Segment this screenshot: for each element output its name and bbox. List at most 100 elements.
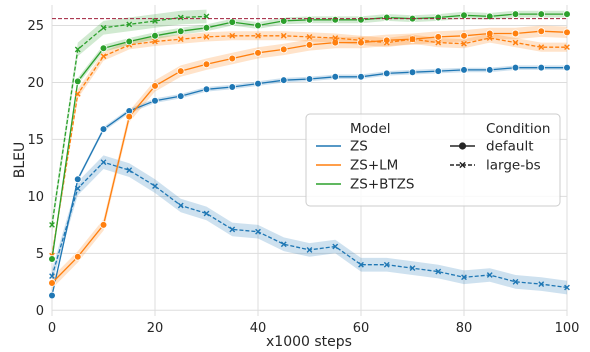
point-zs-btzs-default (151, 31, 159, 40)
point-zs-lm-default (537, 27, 546, 36)
point-zs-btzs-default (202, 23, 211, 32)
point-zs-lm-default (382, 36, 391, 45)
point-zs-lm-default (305, 41, 314, 49)
point-zs-lm-large-bs (461, 40, 467, 47)
point-zs-btzs-default (279, 17, 288, 25)
point-zs-lm-large-bs (538, 44, 545, 51)
point-zs-btzs-default (485, 12, 494, 21)
point-zs-default (460, 66, 468, 74)
point-zs-btzs-default (511, 10, 520, 18)
point-zs-default (485, 66, 494, 74)
point-zs-default (48, 291, 56, 300)
point-zs-large-bs (409, 265, 416, 272)
point-zs-large-bs (332, 243, 339, 250)
x-tick-label: 20 (147, 321, 164, 336)
point-zs-large-bs (306, 247, 313, 253)
point-zs-lm-default (331, 38, 340, 47)
point-zs-large-bs (203, 210, 210, 217)
x-tick-label: 0 (48, 321, 56, 336)
y-tick-label: 10 (27, 190, 44, 205)
point-zs-lm-default (151, 82, 159, 90)
point-zs-lm-large-bs (383, 39, 390, 46)
legend: Model Condition ZS ZS+LM ZS+BTZS default lar… (305, 113, 561, 207)
point-zs-default (202, 85, 211, 94)
point-zs-large-bs (280, 241, 287, 248)
point-zs-lm-default (228, 54, 237, 63)
point-zs-default (537, 63, 546, 72)
confidence-bands (52, 9, 567, 298)
point-zs-btzs-large-bs (203, 13, 210, 20)
point-zs-lm-default (460, 31, 468, 40)
point-zs-btzs-default (176, 27, 185, 36)
point-zs-default (357, 72, 365, 81)
point-zs-btzs-large-bs (100, 24, 107, 31)
point-zs-btzs-default (254, 21, 262, 30)
legend-marker-large-bs (459, 161, 466, 169)
point-zs-lm-large-bs (177, 36, 184, 43)
point-zs-lm-large-bs (152, 38, 158, 45)
point-zs-default (331, 72, 340, 81)
legend-label-zs: ZS (350, 139, 368, 155)
point-zs-lm-large-bs (564, 44, 570, 51)
legend-label-zs-btzs: ZS+BTZS (350, 177, 414, 193)
point-zs-large-bs (177, 202, 184, 209)
point-zs-lm-large-bs (255, 32, 261, 39)
point-zs-btzs-default (357, 16, 365, 24)
x-tick-label: 40 (250, 321, 267, 336)
y-tick-label: 20 (27, 76, 44, 91)
point-zs-lm-large-bs (409, 36, 416, 43)
series-markers (48, 10, 571, 300)
line-zs-lm-large-bs (51, 35, 567, 256)
point-zs-btzs-default (331, 16, 340, 24)
point-zs-large-bs (358, 261, 364, 268)
point-zs-large-bs (49, 273, 55, 280)
point-zs-default (305, 75, 314, 83)
point-zs-large-bs (126, 167, 133, 174)
y-axis-label: BLEU (12, 142, 28, 179)
point-zs-btzs-default (537, 10, 546, 18)
y-axis-ticks: 0 5 10 15 20 25 (27, 19, 44, 319)
point-zs-large-bs (74, 185, 81, 192)
legend-box (305, 113, 561, 207)
point-zs-default (73, 175, 82, 184)
point-zs-btzs-large-bs (152, 18, 158, 24)
point-zs-lm-large-bs (100, 53, 107, 60)
point-zs-large-bs (564, 284, 570, 291)
point-zs-btzs-default (382, 13, 391, 22)
point-zs-lm-default (99, 221, 108, 229)
y-tick-label: 5 (36, 247, 44, 262)
point-zs-lm-large-bs (332, 35, 339, 41)
point-zs-default (511, 63, 520, 72)
point-zs-lm-large-bs (280, 32, 287, 39)
point-zs-large-bs (152, 183, 158, 190)
point-zs-lm-large-bs (486, 35, 493, 41)
point-zs-btzs-default (48, 255, 56, 263)
point-zs-default (279, 76, 288, 84)
point-zs-default (408, 68, 417, 77)
point-zs-btzs-default (305, 16, 314, 24)
point-zs-default (99, 125, 108, 133)
point-zs-large-bs (229, 226, 236, 233)
point-zs-lm-large-bs (203, 34, 210, 40)
point-zs-lm-default (485, 29, 494, 38)
point-zs-default (254, 79, 262, 88)
point-zs-lm-large-bs (74, 90, 81, 97)
x-axis-label: x1000 steps (266, 334, 352, 350)
point-zs-default (176, 92, 185, 100)
point-zs-lm-default (73, 252, 82, 261)
point-zs-btzs-default (99, 44, 108, 53)
point-zs-large-bs (538, 281, 545, 287)
point-zs-btzs-large-bs (126, 21, 133, 28)
y-tick-label: 0 (36, 304, 44, 319)
point-zs-lm-large-bs (229, 32, 236, 39)
point-zs-btzs-default (563, 10, 571, 18)
point-zs-large-bs (100, 159, 107, 166)
legend-title-model: Model (350, 121, 391, 137)
point-zs-lm-large-bs (306, 34, 313, 40)
band-zs-lm-large-bs (52, 31, 567, 261)
point-zs-large-bs (512, 278, 519, 285)
x-tick-label: 60 (353, 321, 370, 336)
y-tick-label: 15 (27, 133, 44, 148)
point-zs-large-bs (461, 274, 467, 281)
